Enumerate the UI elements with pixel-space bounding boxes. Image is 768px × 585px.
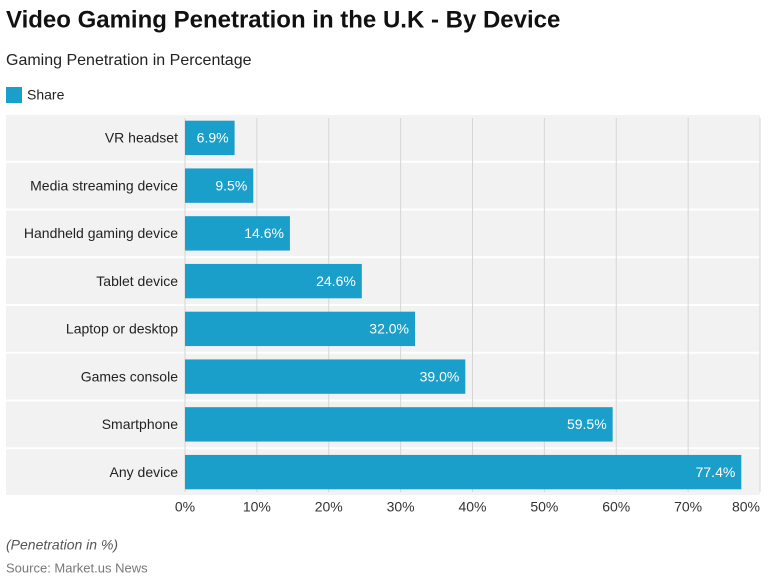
y-tick-label: Games console [81, 368, 178, 384]
x-tick-label: 70% [674, 499, 702, 515]
note: (Penetration in %) [6, 537, 118, 553]
x-tick-label: 80% [732, 499, 760, 515]
x-tick-label: 30% [387, 499, 415, 515]
source: Source: Market.us News [6, 560, 148, 575]
legend-swatch [6, 87, 22, 103]
row-band [6, 210, 760, 257]
y-tick-label: Handheld gaming device [24, 225, 178, 241]
x-tick-label: 20% [315, 499, 343, 515]
y-tick-label: Media streaming device [30, 177, 178, 193]
bar [185, 120, 235, 156]
legend-label: Share [27, 87, 65, 103]
chart-title: Video Gaming Penetration in the U.K - By… [6, 6, 560, 33]
row-band [6, 115, 760, 161]
y-tick-label: Tablet device [96, 273, 178, 289]
bar [185, 359, 466, 394]
bar [185, 216, 290, 251]
x-tick-label: 10% [243, 499, 271, 515]
row-band [6, 162, 760, 209]
bar [185, 407, 613, 442]
value-label: 24.6% [316, 273, 356, 289]
y-tick-label: Any device [110, 464, 179, 480]
value-label: 77.4% [696, 464, 736, 480]
y-tick-label: Laptop or desktop [66, 321, 178, 337]
value-label: 59.5% [567, 416, 607, 432]
bar [185, 263, 362, 299]
bar [185, 168, 254, 203]
value-label: 6.9% [197, 130, 229, 146]
value-label: 9.5% [215, 177, 247, 193]
chart-subtitle: Gaming Penetration in Percentage [6, 52, 252, 69]
value-label: 39.0% [420, 368, 460, 384]
y-tick-label: VR headset [105, 130, 178, 146]
y-tick-label: Smartphone [102, 416, 178, 432]
x-tick-label: 60% [602, 499, 630, 515]
row-band [6, 258, 760, 304]
value-label: 32.0% [369, 321, 409, 337]
x-tick-label: 40% [458, 499, 486, 515]
bar [185, 311, 415, 347]
bar [185, 454, 742, 490]
x-tick-label: 50% [530, 499, 558, 515]
value-label: 14.6% [244, 225, 284, 241]
x-tick-label: 0% [175, 499, 195, 515]
